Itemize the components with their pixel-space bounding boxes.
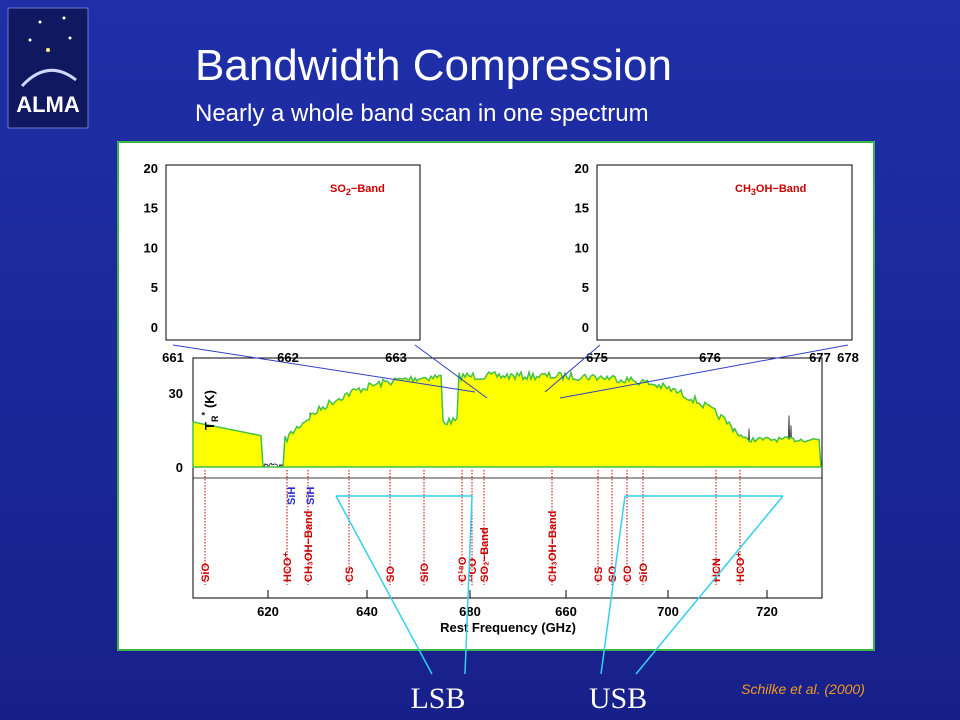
inset-x-tick: 675 [586,350,608,365]
line-label: CH₃OH−Band [303,511,315,582]
y-tick-label: 30 [169,386,183,401]
inset-y-tick: 15 [575,201,589,216]
inset-y-tick: 20 [144,161,158,176]
atmosphere [192,369,822,468]
line-label: HCO⁺ [735,552,747,582]
inset-right-label: CH3OH−Band [735,183,806,197]
title: Bandwidth Compression [195,41,672,90]
line-label: CO [622,565,634,582]
line-label: SO [385,566,397,582]
blue-line-label: SiH [305,487,317,505]
y-tick-label: 0 [176,460,183,475]
y-axis-label: TR* (K) [200,390,220,430]
x-tick-label: 660 [555,604,577,619]
line-label: SO₂−Band [479,527,491,582]
inset-x-tick: 661 [162,350,184,365]
line-label: SO [607,566,619,582]
figure: SiHSiHHCO⁺HCNSiOCOSOCSCH₃OH−BandSO₂−Band… [144,161,859,635]
line-label: SiO [638,563,650,582]
y-label-unit: (K) [202,390,217,408]
line-label: CS [344,567,356,582]
inset-y-tick: 10 [575,240,589,255]
blue-line-label: SiH [286,487,298,505]
inset-x-tick: 662 [277,350,299,365]
band-arrows [335,495,784,675]
citation: Schilke et al. (2000) [741,681,865,697]
inset-y-tick: 10 [144,240,158,255]
inset-x-tick: 676 [699,350,721,365]
inset-x-tick: 663 [385,350,407,365]
y-label-sub: R [210,415,220,422]
lsb-label: LSB [410,682,465,715]
x-tick-label: 680 [459,604,481,619]
y-label-main: T [202,422,217,430]
subtitle: Nearly a whole band scan in one spectrum [195,100,649,127]
inset-y-tick: 0 [582,320,589,335]
line-label: HCN [711,558,723,582]
logo-text: ALMA [16,92,80,117]
inset-y-tick: 5 [151,280,158,295]
inset-y-tick: 5 [582,280,589,295]
line-label: CH₃OH−Band [547,511,559,582]
x-tick-label: 620 [257,604,279,619]
inset-right [596,164,853,341]
x-axis-label: Rest Frequency (GHz) [440,620,576,635]
y-label-sup: * [200,412,210,416]
x-tick-label: 700 [657,604,679,619]
inset-y-tick: 15 [144,201,158,216]
inset-y-tick: 0 [151,320,158,335]
inset-y-tick: 20 [575,161,589,176]
inset-left [165,164,421,341]
line-label: SiO [419,563,431,582]
usb-label: USB [589,682,647,715]
svg-text:TR*(K): TR* (K) [200,390,220,430]
line-label: C¹⁸O [457,556,469,582]
inset-left-label: SO2−Band [330,183,385,197]
x-tick-label: 720 [756,604,778,619]
line-label: CS [593,567,605,582]
logo: ALMA [7,7,89,129]
line-label: HCO⁺ [282,552,294,582]
inset-x-tick: 678 [837,350,859,365]
line-label: SiO [200,563,212,582]
inset-x-tick: 677 [809,350,831,365]
x-tick-label: 640 [356,604,378,619]
zoom-lines [172,344,849,399]
